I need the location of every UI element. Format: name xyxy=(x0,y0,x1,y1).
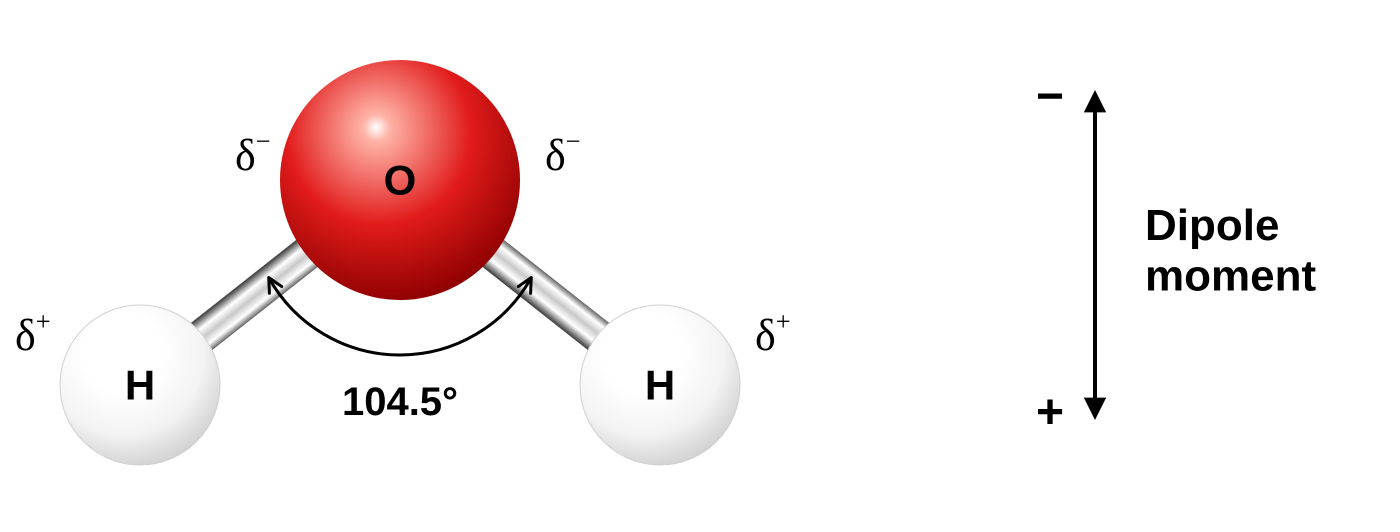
dipole-label: Dipolemoment xyxy=(1145,201,1316,301)
hydrogen-right-label: H xyxy=(645,362,675,409)
bond-angle-label: 104.5° xyxy=(342,380,458,424)
dipole-moment: − + Dipolemoment xyxy=(1036,70,1316,439)
dipole-plus-sign: + xyxy=(1036,386,1064,439)
hydrogen-left-label: H xyxy=(125,362,155,409)
oxygen: O xyxy=(280,60,520,300)
delta-minus-right: δ− xyxy=(545,126,581,180)
dipole-minus-sign: − xyxy=(1036,70,1064,123)
oxygen-label: O xyxy=(384,157,417,204)
delta-minus-left: δ− xyxy=(235,126,271,180)
delta-plus-right: δ+ xyxy=(755,306,791,360)
delta-plus-left: δ+ xyxy=(15,306,51,360)
hydrogen-left: H xyxy=(60,305,220,465)
hydrogen-right: H xyxy=(580,305,740,465)
